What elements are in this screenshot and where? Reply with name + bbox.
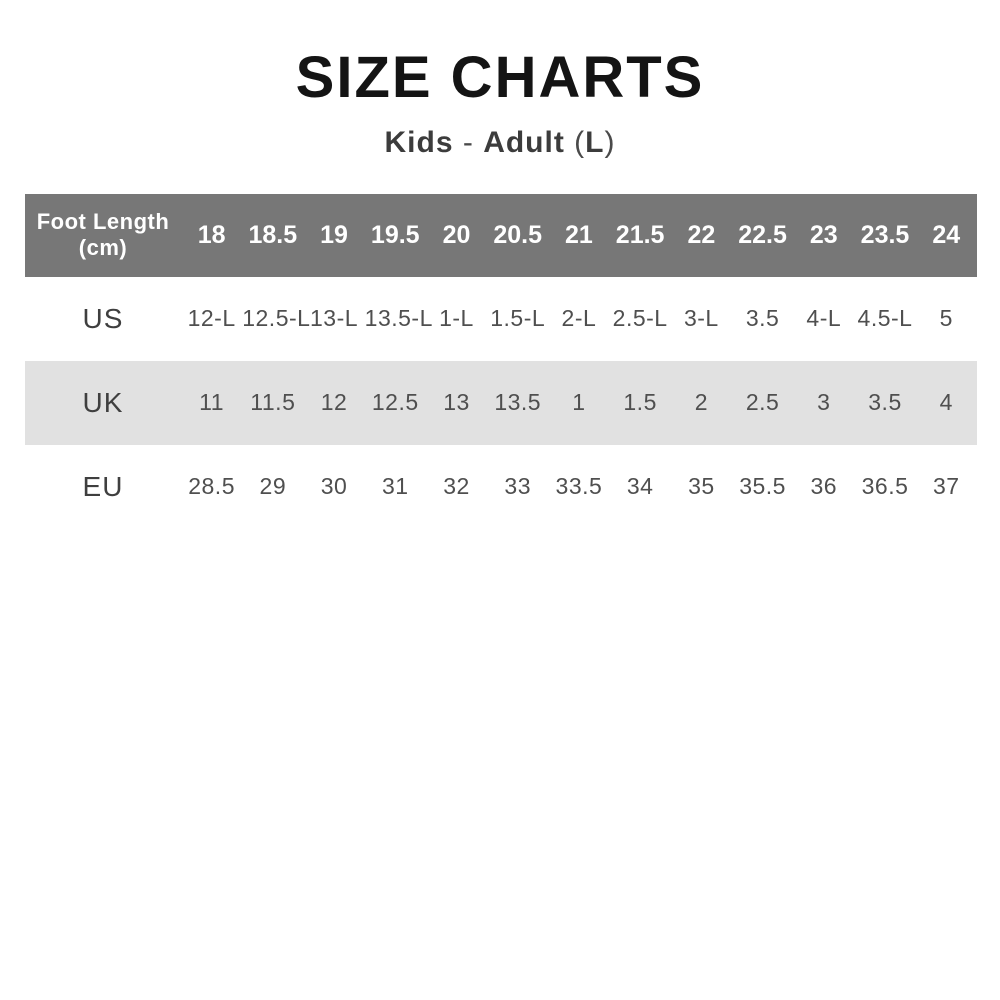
foot-length-line2: (cm) [78, 235, 128, 261]
column-header-cm: 18.5 [248, 220, 298, 249]
uk-size-cell: 13 [443, 389, 470, 416]
uk-size-cell: 1 [572, 389, 586, 416]
subtitle-segment: Adult [483, 125, 565, 159]
uk-size-cell: 2 [694, 389, 708, 416]
us-size-cell: 12-L [187, 305, 236, 332]
eu-size-cell: 35 [688, 473, 715, 500]
column-header-cm: 19 [320, 220, 348, 249]
row-label-us: US [82, 302, 124, 334]
uk-size-cell: 13.5 [494, 389, 542, 416]
us-size-cell: 13-L [310, 305, 359, 332]
us-size-cell: 2-L [561, 305, 597, 332]
table-header-row: Foot Length (cm) 18 18.5 19 19.5 20 20.5… [25, 193, 977, 277]
column-header-cm: 20.5 [493, 220, 543, 249]
row-label-eu: EU [82, 470, 124, 502]
eu-size-cell: 36 [810, 473, 838, 500]
column-header-cm: 22.5 [738, 220, 787, 249]
foot-length-header: Foot Length (cm) [25, 194, 181, 277]
uk-size-cell: 4 [939, 389, 953, 416]
eu-size-cell: 35.5 [739, 473, 786, 500]
eu-size-cell: 28.5 [188, 473, 235, 500]
uk-size-cell: 3.5 [868, 389, 902, 416]
size-chart-table: Foot Length (cm) 18 18.5 19 19.5 20 20.5… [25, 193, 977, 529]
eu-size-cell: 31 [381, 473, 409, 500]
table-row-eu: EU 28.5 29 30 31 32 33 33.5 34 35 35.5 3… [25, 444, 977, 529]
column-header-cm: 19.5 [370, 220, 420, 249]
eu-size-cell: 37 [933, 473, 960, 500]
eu-size-cell: 32 [443, 473, 470, 500]
column-header-cm: 23 [809, 220, 838, 249]
eu-size-cell: 30 [320, 473, 348, 500]
row-label-uk: UK [82, 386, 124, 418]
eu-size-cell: 33 [504, 473, 531, 500]
uk-size-cell: 2.5 [745, 389, 780, 416]
eu-size-cell: 29 [259, 473, 287, 500]
us-size-cell: 4-L [806, 305, 842, 332]
uk-size-cell: 11.5 [250, 389, 296, 416]
us-size-cell: 3-L [683, 305, 719, 332]
subtitle-segment: ( [564, 125, 586, 159]
chart-subtitle: Kids - Adult (L) [0, 126, 1000, 159]
column-header-cm: 23.5 [860, 220, 910, 249]
subtitle-segment: - [453, 125, 484, 159]
subtitle-segment: L [585, 125, 605, 159]
eu-size-cell: 33.5 [555, 473, 603, 500]
subtitle-segment: Kids [384, 125, 454, 159]
us-size-cell: 4.5-L [857, 305, 913, 332]
table-row-uk: UK 11 11.5 12 12.5 13 13.5 1 1.5 2 2.5 3… [25, 360, 977, 445]
us-size-cell: 2.5-L [612, 305, 668, 332]
column-header-cm: 22 [687, 220, 716, 249]
page-title: SIZE CHARTS [295, 45, 705, 110]
uk-size-cell: 12.5 [371, 389, 419, 416]
column-header-cm: 24 [932, 220, 961, 249]
column-header-cm: 18 [197, 220, 226, 249]
eu-size-cell: 36.5 [861, 473, 909, 500]
us-size-cell: 1.5-L [490, 305, 546, 332]
us-size-cell: 12.5-L [242, 305, 311, 332]
eu-size-cell: 34 [626, 473, 654, 500]
column-header-cm: 21 [565, 220, 593, 249]
us-size-cell: 13.5-L [364, 305, 433, 332]
column-header-cm: 21.5 [615, 220, 665, 249]
us-size-cell: 3.5 [745, 305, 780, 332]
uk-size-cell: 12 [320, 389, 348, 416]
foot-length-line1: Foot Length [36, 208, 170, 234]
table-row-us: US 12-L 12.5-L 13-L 13.5-L 1-L 1.5-L 2-L… [25, 276, 977, 361]
us-size-cell: 5 [939, 305, 953, 332]
uk-size-cell: 1.5 [623, 389, 657, 416]
uk-size-cell: 11 [199, 389, 225, 416]
uk-size-cell: 3 [817, 389, 831, 416]
us-size-cell: 1-L [439, 305, 474, 332]
subtitle-segment: ) [604, 125, 616, 159]
column-header-cm: 20 [442, 220, 471, 249]
